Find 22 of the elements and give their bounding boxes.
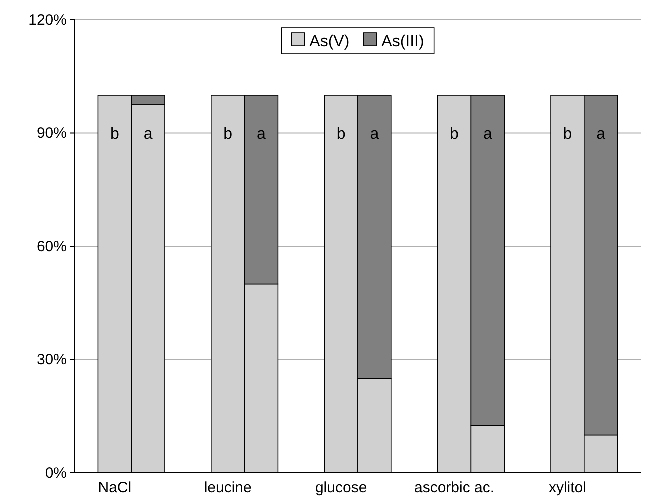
x-tick-label: ascorbic ac. xyxy=(414,480,495,496)
annotation: b xyxy=(110,126,120,143)
annotation: a xyxy=(144,126,153,143)
y-tick-label: 120% xyxy=(28,12,67,29)
annotation: a xyxy=(370,126,380,143)
annotation: b xyxy=(450,126,460,143)
x-tick-label: leucine xyxy=(204,480,252,496)
legend-label: As(III) xyxy=(382,34,424,51)
y-tick-label: 90% xyxy=(36,125,67,142)
annotation: b xyxy=(563,126,572,143)
legend-label: As(V) xyxy=(310,34,350,51)
x-tick-label: xylitol xyxy=(548,480,586,496)
x-tick-label: glucose xyxy=(315,480,368,496)
annotation: b xyxy=(224,126,233,143)
y-tick-label: 0% xyxy=(45,464,67,482)
annotation: b xyxy=(336,126,346,143)
y-tick-label: 60% xyxy=(36,238,67,256)
annotation: a xyxy=(596,126,606,143)
y-tick-label: 30% xyxy=(36,352,67,369)
x-tick-label: NaCl xyxy=(98,480,132,496)
annotation: a xyxy=(257,126,266,143)
annotation: a xyxy=(483,126,492,143)
